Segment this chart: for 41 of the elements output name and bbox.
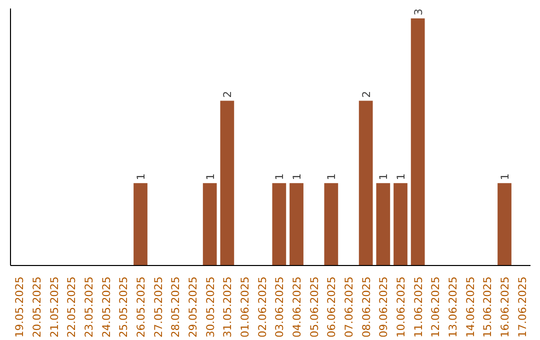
x-tick-label: 02.06.2025 [256, 276, 269, 338]
x-tick-label: 05.06.2025 [308, 276, 321, 338]
x-tick-label: 17.06.2025 [516, 276, 529, 338]
data-label: 2 [221, 90, 234, 98]
x-tick-label: 22.05.2025 [65, 276, 78, 338]
x-tick-label: 15.06.2025 [481, 276, 494, 338]
x-tick-label: 14.06.2025 [464, 276, 477, 338]
data-label: 1 [394, 173, 408, 180]
x-tick-label: 28.05.2025 [169, 276, 182, 338]
x-tick-label: 27.05.2025 [152, 276, 165, 338]
x-tick-label: 01.06.2025 [238, 276, 252, 338]
x-tick-label: 20.05.2025 [30, 276, 44, 338]
x-tick-label: 31.05.2025 [221, 276, 234, 338]
x-tick-label: 16.06.2025 [498, 276, 512, 338]
x-tick-label: 12.06.2025 [429, 276, 442, 338]
x-tick-label: 06.06.2025 [325, 276, 338, 338]
x-tick-label: 09.06.2025 [377, 276, 390, 338]
x-tick-label: 04.06.2025 [290, 276, 304, 338]
x-tick-label: 26.05.2025 [134, 276, 148, 338]
data-label: 1 [134, 173, 148, 180]
x-tick-label: 24.05.2025 [100, 276, 113, 338]
x-tick-label: 08.06.2025 [360, 276, 373, 338]
data-label: 1 [290, 173, 304, 180]
x-tick-label: 03.06.2025 [273, 276, 286, 338]
data-label: 1 [325, 173, 338, 180]
x-tick-label: 21.05.2025 [48, 276, 61, 338]
x-tick-label: 13.06.2025 [446, 276, 460, 338]
x-tick-label: 10.06.2025 [394, 276, 408, 338]
x-tick-label: 19.05.2025 [13, 276, 26, 338]
x-tick-label: 23.05.2025 [82, 276, 96, 338]
data-label: 2 [360, 90, 373, 98]
x-tick-label: 30.05.2025 [204, 276, 217, 338]
data-label: 3 [412, 8, 425, 16]
x-tick-label: 25.05.2025 [117, 276, 130, 338]
x-tick-label: 07.06.2025 [342, 276, 356, 338]
x-tick-label: 11.06.2025 [412, 276, 425, 338]
data-label: 1 [204, 173, 217, 180]
x-tick-label: 29.05.2025 [186, 276, 200, 338]
data-label: 1 [498, 173, 512, 180]
data-label: 1 [273, 173, 286, 180]
data-label: 1 [377, 173, 390, 180]
